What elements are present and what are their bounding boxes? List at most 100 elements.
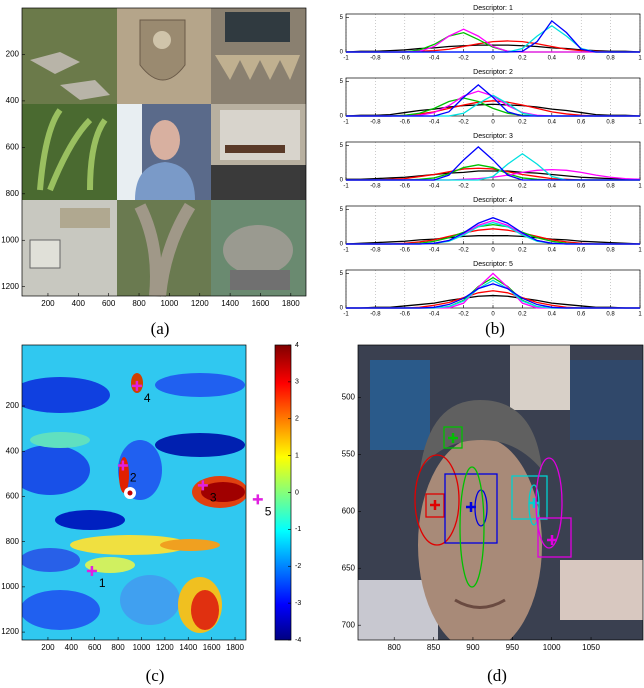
axes-frame: [21, 344, 247, 641]
photo-mosaic: [22, 8, 306, 297]
density-curve: [346, 19, 640, 53]
x-tick-label: 1200: [191, 299, 209, 308]
y-tick-label: 800: [6, 537, 20, 546]
y-tick-label: 600: [6, 142, 20, 151]
x-tick-label: -0.4: [429, 184, 440, 190]
density-curve: [346, 217, 640, 245]
density-curve: [346, 170, 640, 180]
caption: (b): [485, 319, 505, 338]
axes-frame: [357, 344, 644, 641]
x-tick-label: 0.8: [606, 56, 615, 62]
subplot-title: Descriptor: 1: [473, 5, 513, 12]
y-tick-label: 600: [6, 492, 20, 501]
x-tick-label: 800: [111, 643, 125, 652]
x-tick-label: -0.4: [429, 248, 440, 254]
face-annotations: [414, 426, 572, 588]
x-tick-label: 400: [72, 299, 86, 308]
y-tick-label: 500: [342, 393, 356, 402]
y-tick-label: 5: [340, 207, 344, 213]
x-tick-label: -0.2: [458, 120, 469, 126]
x-tick-label: -0.6: [400, 56, 411, 62]
subplot-title: Descriptor: 5: [473, 261, 513, 268]
x-tick-label: 0.8: [606, 248, 615, 254]
colorbar-tick-label: 3: [295, 379, 299, 386]
y-tick-label: 1000: [1, 582, 19, 591]
x-tick-label: -0.4: [429, 56, 440, 62]
y-tick-label: 400: [6, 446, 20, 455]
x-tick-label: -0.8: [370, 312, 381, 318]
x-tick-label: 600: [88, 643, 102, 652]
x-tick-label: 850: [427, 643, 441, 652]
y-tick-label: 550: [342, 449, 356, 458]
face-photo: [358, 345, 643, 640]
x-tick-label: 1: [638, 120, 642, 126]
x-tick-label: 1050: [582, 643, 600, 652]
x-tick-label: 0.2: [518, 312, 527, 318]
colorbar-tick-label: 2: [295, 416, 299, 423]
colorbar-tick-label: -1: [295, 526, 301, 533]
x-tick-label: -0.2: [458, 248, 469, 254]
x-tick-label: -0.8: [370, 248, 381, 254]
x-tick-label: 0.4: [548, 56, 557, 62]
x-tick-label: 1: [638, 248, 642, 254]
y-tick-label: 0: [340, 50, 344, 56]
x-tick-label: 1800: [282, 299, 300, 308]
x-tick-label: 1400: [221, 299, 239, 308]
y-tick-label: 200: [6, 50, 20, 59]
y-tick-label: 5: [340, 143, 344, 149]
colorbar: [275, 345, 291, 640]
subplot-title: Descriptor: 2: [473, 69, 513, 76]
x-tick-label: -0.8: [370, 120, 381, 126]
x-tick-label: 0.6: [577, 56, 586, 62]
x-tick-label: 1: [638, 184, 642, 190]
x-tick-label: 0: [491, 248, 495, 254]
x-tick-label: -0.8: [370, 56, 381, 62]
x-tick-label: 1800: [226, 643, 244, 652]
x-tick-label: 1000: [160, 299, 178, 308]
marker-label: 3: [210, 491, 217, 505]
caption: (d): [487, 666, 507, 685]
axes-frame: [21, 7, 307, 297]
x-tick-label: -0.4: [429, 312, 440, 318]
subplot-title: Descriptor: 3: [473, 133, 513, 140]
axes-frame: [345, 141, 641, 181]
y-tick-label: 200: [6, 401, 20, 410]
y-tick-label: 0: [340, 242, 344, 248]
colorbar-tick-label: 4: [295, 342, 299, 349]
density-curve: [346, 145, 640, 181]
marker: [131, 380, 142, 391]
x-tick-label: 0.6: [577, 312, 586, 318]
marker-label: 2: [130, 471, 137, 485]
caption: (c): [146, 666, 165, 685]
x-tick-label: 1000: [543, 643, 561, 652]
y-tick-label: 650: [342, 563, 356, 572]
x-tick-label: -0.2: [458, 312, 469, 318]
colorbar-tick-label: -2: [295, 563, 301, 570]
x-tick-label: 0: [491, 120, 495, 126]
marker-label: 5: [265, 505, 272, 519]
x-tick-label: 0.2: [518, 56, 527, 62]
y-tick-label: 0: [340, 178, 344, 184]
x-tick-label: 900: [466, 643, 480, 652]
x-tick-label: 600: [102, 299, 116, 308]
x-tick-label: 0.6: [577, 248, 586, 254]
heatmap-image: [22, 345, 246, 640]
marker: [117, 460, 128, 471]
x-tick-label: 1600: [203, 643, 221, 652]
marker: [86, 566, 97, 577]
colorbar-tick-label: 1: [295, 452, 299, 459]
y-tick-label: 0: [340, 114, 344, 120]
colorbar-tick-label: -4: [295, 637, 301, 644]
x-tick-label: -1: [343, 312, 349, 318]
y-tick-label: 5: [340, 15, 344, 21]
x-tick-label: 1: [638, 312, 642, 318]
x-tick-label: 1600: [252, 299, 270, 308]
y-tick-label: 600: [342, 506, 356, 515]
caption: (a): [151, 319, 170, 338]
y-tick-label: 800: [6, 189, 20, 198]
x-tick-label: 0.8: [606, 184, 615, 190]
x-tick-label: 0.2: [518, 248, 527, 254]
x-tick-label: 400: [65, 643, 79, 652]
axes-frame: [345, 77, 641, 117]
colorbar-tick-label: -3: [295, 600, 301, 607]
